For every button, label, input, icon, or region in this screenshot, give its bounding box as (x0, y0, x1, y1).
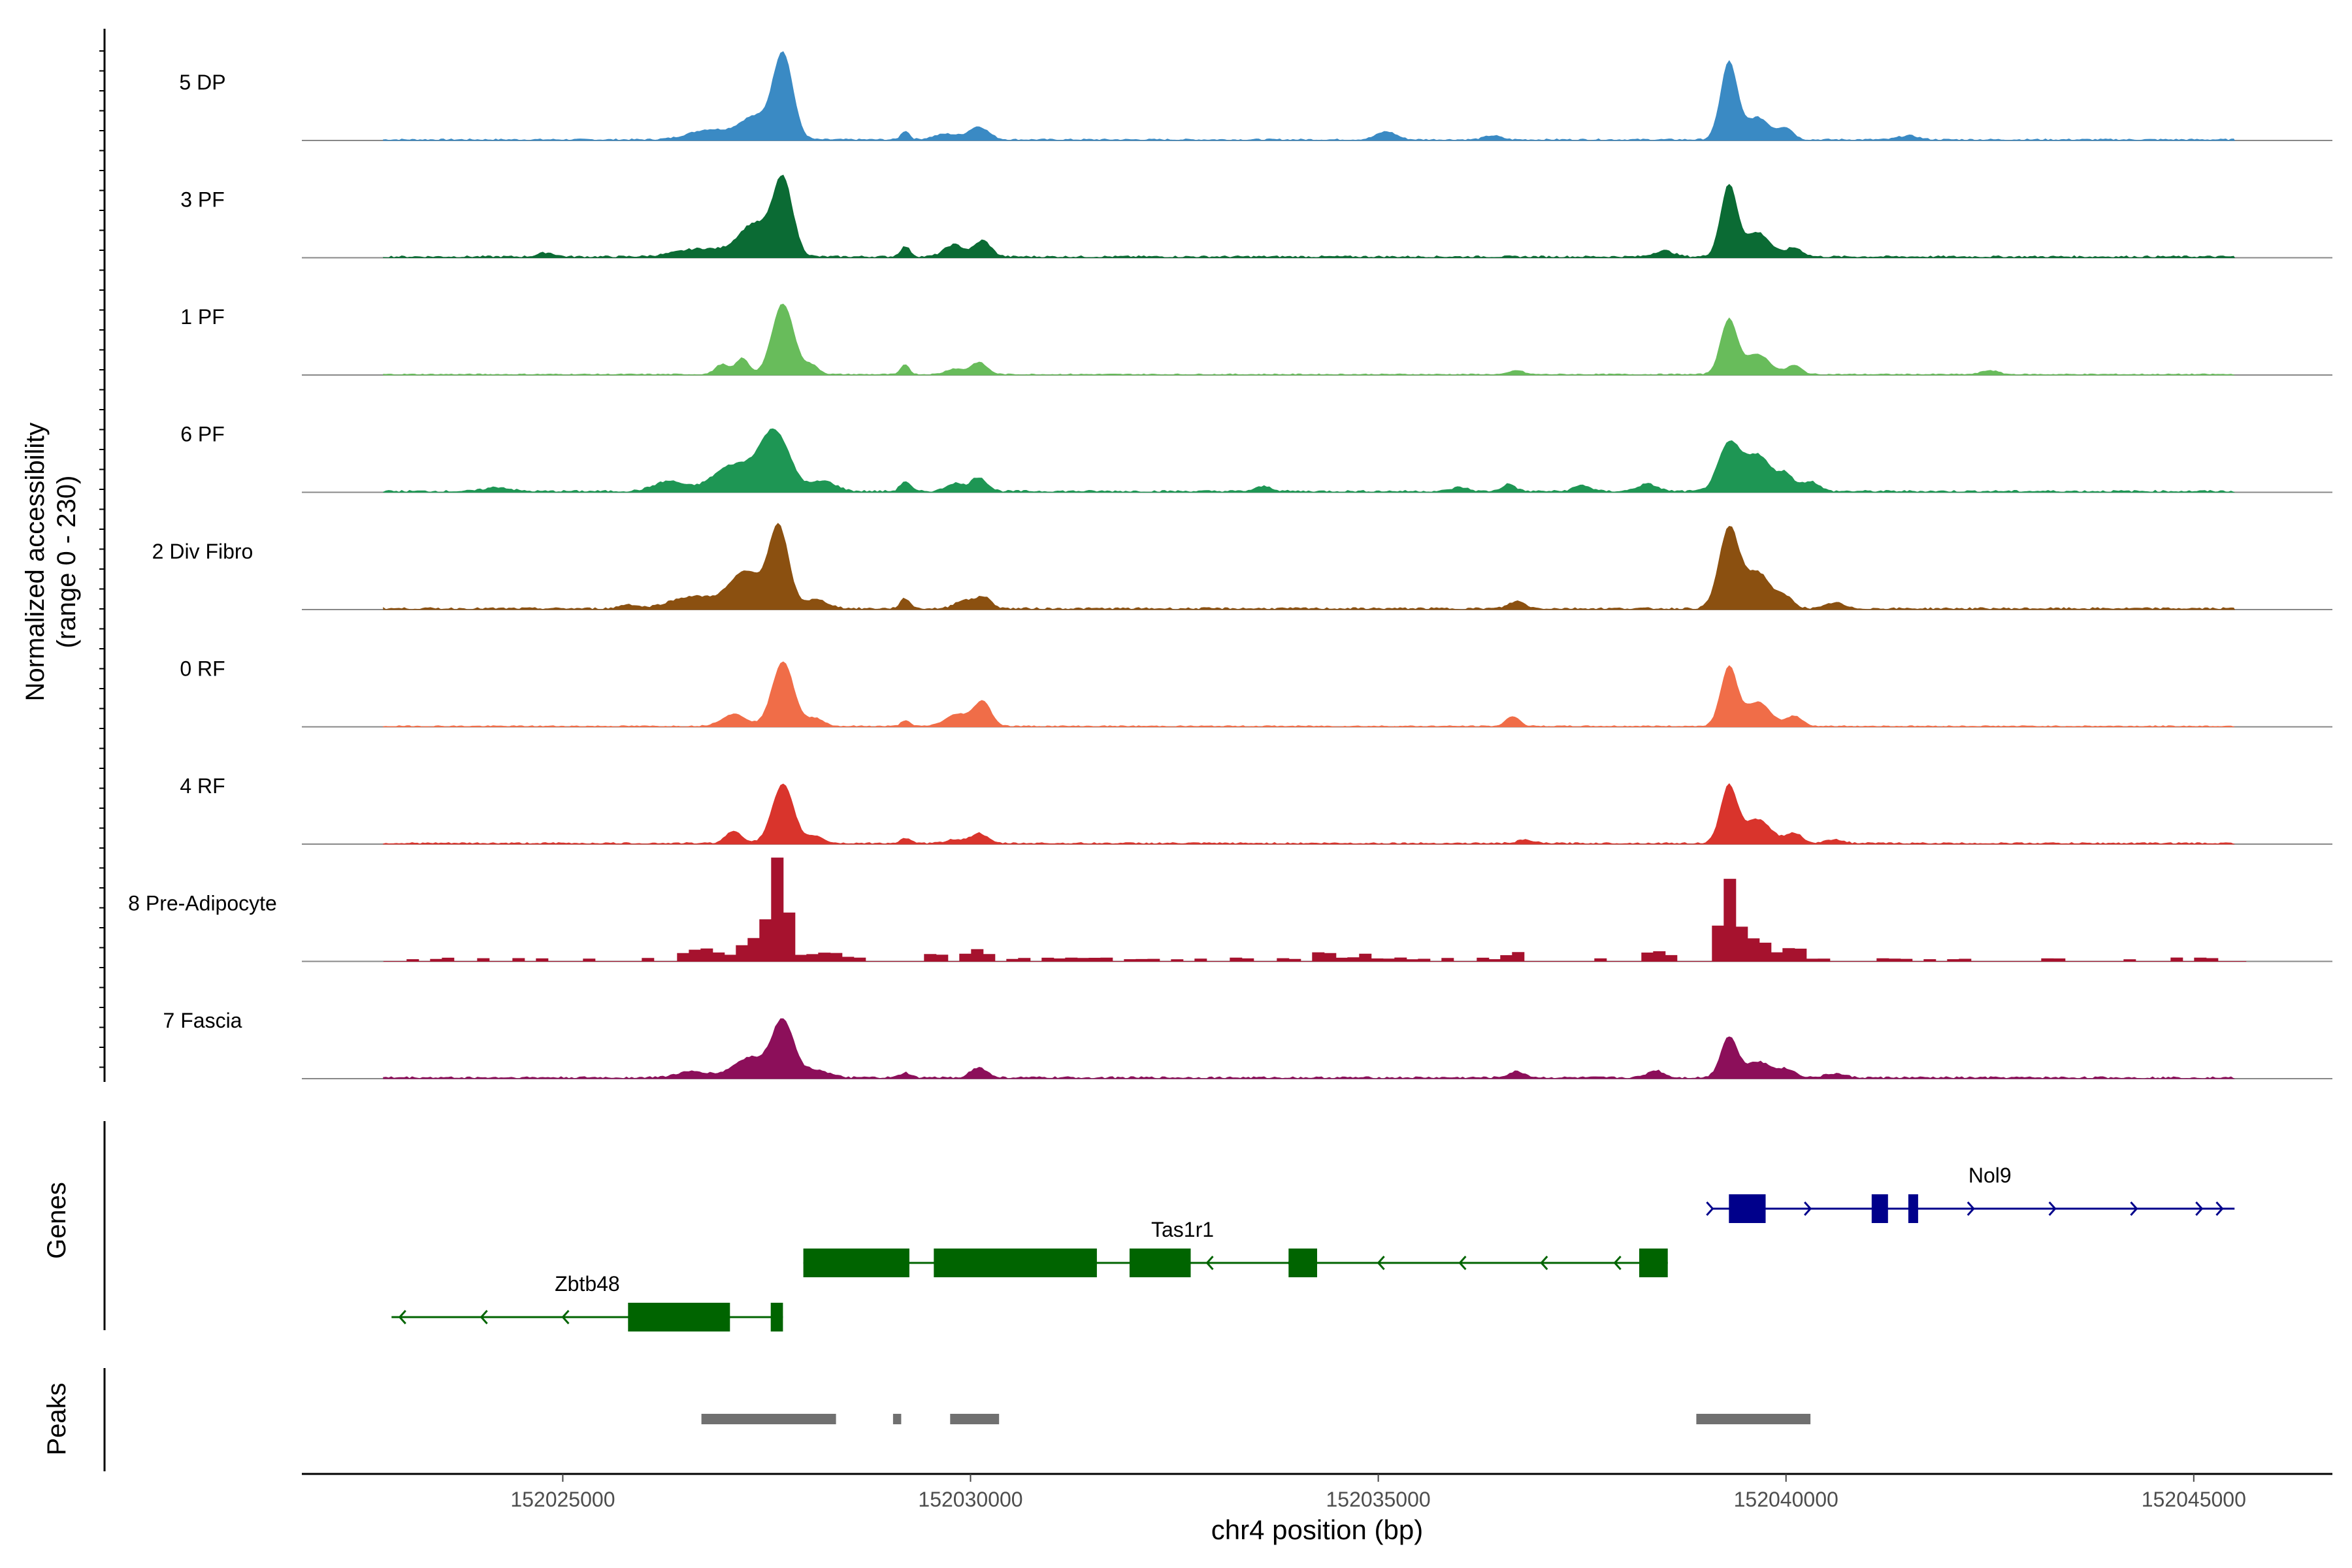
peak-region (1696, 1414, 1811, 1424)
gene-label: Tas1r1 (1151, 1218, 1214, 1241)
track-label: 4 RF (180, 774, 225, 798)
coverage-area (383, 857, 2247, 962)
x-tick-label: 152025000 (510, 1488, 615, 1511)
exon (934, 1249, 1097, 1277)
track-5-dp: 5 DP (179, 51, 2332, 141)
track-0-rf: 0 RF (180, 657, 2332, 728)
x-tick-label: 152045000 (2142, 1488, 2246, 1511)
strand-arrow (1706, 1201, 1714, 1217)
exon (1729, 1194, 1766, 1223)
coverage-area (383, 1018, 2235, 1079)
coverage-area (383, 51, 2236, 141)
exon (1639, 1249, 1668, 1277)
peak-region (950, 1414, 1000, 1424)
track-label: 8 Pre-Adipocyte (128, 892, 277, 915)
track-1-pf: 1 PF (180, 303, 2332, 376)
strand-arrow (1205, 1255, 1214, 1271)
peak-region (701, 1414, 836, 1424)
gene-tas1r1: Tas1r1 (803, 1218, 1668, 1277)
strand-arrow (398, 1309, 406, 1325)
coverage-y-axis (99, 29, 106, 1082)
genes-panel-title: Genes (42, 1182, 71, 1259)
x-axis-title: chr4 position (bp) (1211, 1514, 1424, 1545)
gene-label: Zbtb48 (555, 1272, 620, 1296)
coverage-tracks: 5 DP 3 PF 1 PF 6 PF 2 Div Fibro 0 RF 4 RF 8 Pre… (128, 51, 2332, 1079)
exon (1288, 1249, 1317, 1277)
y-axis-title-line1: Normalized accessibility (21, 423, 50, 702)
track-label: 5 DP (179, 71, 225, 94)
coverage-area (383, 303, 2235, 376)
gene-nol9: Nol9 (1706, 1164, 2235, 1223)
track-4-rf: 4 RF (180, 774, 2332, 845)
exon (1908, 1194, 1918, 1223)
track-label: 3 PF (180, 188, 225, 212)
peak-regions (701, 1414, 1811, 1424)
strand-arrow (1377, 1255, 1385, 1271)
track-2-div-fibro: 2 Div Fibro (152, 523, 2332, 610)
y-axis-title-line2: (range 0 - 230) (52, 476, 81, 649)
strand-arrow (2195, 1201, 2204, 1217)
peaks-panel-title: Peaks (42, 1382, 71, 1455)
exon (803, 1249, 909, 1277)
strand-arrow (480, 1309, 488, 1325)
strand-arrow (2215, 1201, 2224, 1217)
track-label: 1 PF (180, 305, 225, 329)
coverage-area (383, 783, 2235, 845)
track-label: 7 Fascia (163, 1009, 242, 1032)
strand-arrow (1458, 1255, 1467, 1271)
gene-zbtb48: Zbtb48 (391, 1272, 783, 1331)
track-label: 0 RF (180, 657, 225, 681)
track-8-pre-adipocyte: 8 Pre-Adipocyte (128, 857, 2332, 962)
peak-region (892, 1414, 902, 1424)
coverage-area (383, 661, 2235, 728)
track-7-fascia: 7 Fascia (163, 1009, 2332, 1079)
gene-label: Nol9 (1968, 1164, 2012, 1187)
strand-arrow (2048, 1201, 2057, 1217)
track-label: 2 Div Fibro (152, 540, 253, 563)
track-3-pf: 3 PF (180, 174, 2332, 259)
coverage-area (383, 428, 2235, 493)
x-tick-label: 152030000 (918, 1488, 1022, 1511)
exon (1129, 1249, 1191, 1277)
strand-arrow (1613, 1255, 1622, 1271)
strand-arrow (2130, 1201, 2138, 1217)
coverage-area (383, 174, 2236, 259)
exon (628, 1303, 730, 1331)
strand-arrow (1967, 1201, 1975, 1217)
x-tick-label: 152035000 (1326, 1488, 1431, 1511)
track-label: 6 PF (180, 423, 225, 446)
gene-annotations: Zbtb48 Tas1r1 Nol9 (391, 1164, 2235, 1331)
y-axis-title: Normalized accessibility (range 0 - 230) (21, 423, 81, 702)
strand-arrow (1804, 1201, 1812, 1217)
exon (770, 1303, 783, 1331)
track-6-pf: 6 PF (180, 423, 2332, 493)
strand-arrow (1540, 1255, 1548, 1271)
coverage-area (383, 523, 2236, 610)
exon (1871, 1194, 1888, 1223)
strand-arrow (561, 1309, 570, 1325)
x-axis: 152025000 152030000 152035000 152040000 1520… (302, 1473, 2332, 1511)
x-tick-label: 152040000 (1734, 1488, 1838, 1511)
